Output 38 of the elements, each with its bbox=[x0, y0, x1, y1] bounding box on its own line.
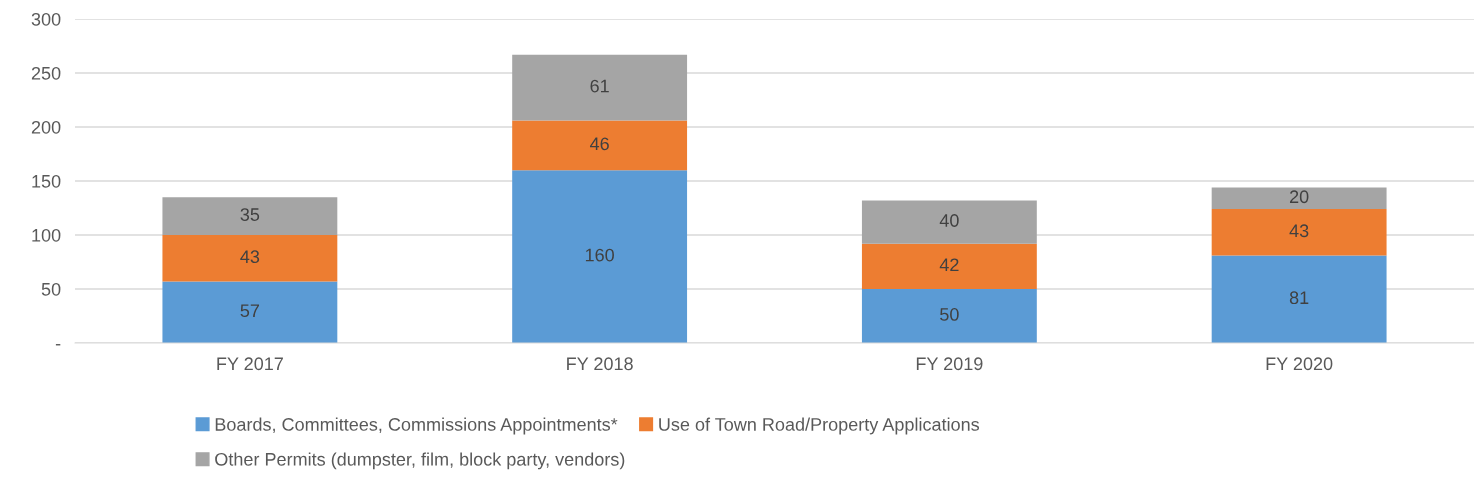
data-label: 61 bbox=[590, 79, 609, 93]
data-label: 57 bbox=[240, 304, 260, 318]
bar bbox=[861, 289, 1037, 343]
legend-label: Boards, Committees, Commissions Appointments* bbox=[215, 417, 618, 435]
data-label: 43 bbox=[1289, 224, 1309, 238]
bar bbox=[861, 243, 1037, 289]
bar bbox=[162, 197, 338, 235]
data-label: 20 bbox=[1289, 190, 1309, 204]
data-label: 43 bbox=[240, 250, 260, 264]
x-tick-label: FY 2020 bbox=[1266, 357, 1333, 371]
y-tick-label: 150 bbox=[32, 174, 61, 188]
bar bbox=[1211, 187, 1387, 210]
bar bbox=[162, 281, 338, 343]
y-tick-label: 300 bbox=[31, 12, 61, 26]
x-tick-label: FY 2019 bbox=[916, 357, 983, 371]
bar bbox=[861, 200, 1037, 244]
bar bbox=[1211, 255, 1387, 343]
data-label: 46 bbox=[590, 137, 609, 151]
x-tick-label: FY 2017 bbox=[217, 357, 283, 371]
y-tick-label: 250 bbox=[31, 66, 61, 80]
y-tick-label: - bbox=[55, 344, 61, 346]
data-label: 50 bbox=[940, 308, 959, 321]
data-label: 35 bbox=[240, 208, 260, 221]
bar bbox=[162, 235, 338, 282]
y-tick-label: 50 bbox=[41, 282, 61, 296]
legend-label: Other Permits (dumpster, film, block party, vendors) bbox=[215, 452, 625, 470]
bar bbox=[512, 120, 688, 171]
data-label: 42 bbox=[939, 258, 959, 271]
x-tick-label: FY 2018 bbox=[567, 357, 633, 371]
bar bbox=[1211, 209, 1387, 256]
data-label: 40 bbox=[939, 214, 959, 227]
legend-label: Use of Town Road/Property Applications bbox=[659, 417, 980, 435]
data-label: 160 bbox=[585, 248, 614, 262]
y-tick-label: 100 bbox=[32, 228, 61, 242]
bar bbox=[512, 54, 688, 121]
bar bbox=[512, 170, 688, 343]
data-label: 81 bbox=[1289, 291, 1309, 305]
y-tick-label: 200 bbox=[31, 120, 61, 134]
